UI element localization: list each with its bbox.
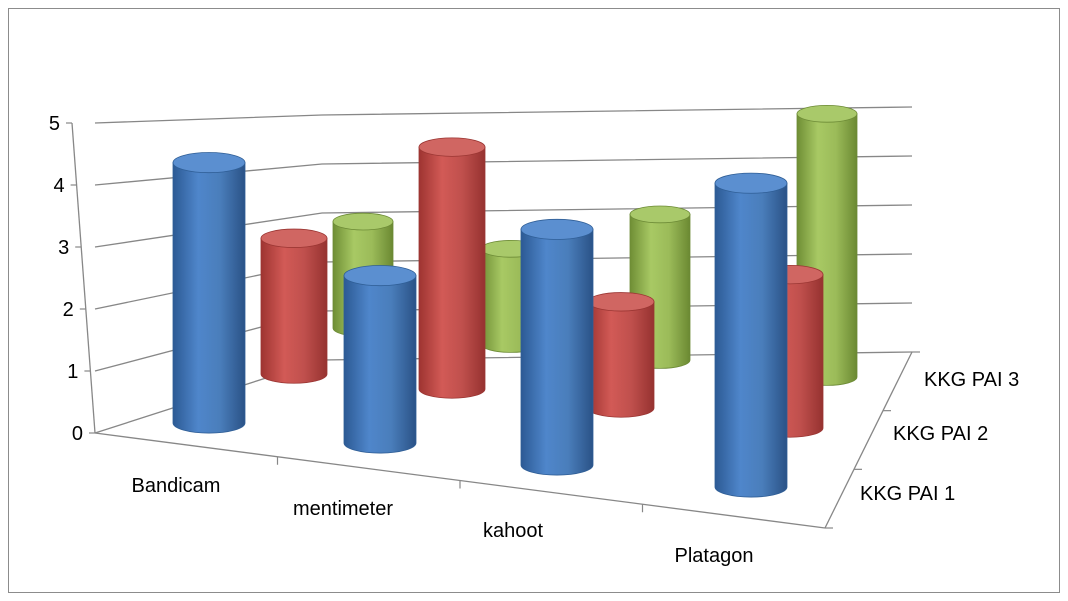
cylinder-body: [343, 275, 417, 454]
cylinder-bar: [172, 152, 246, 434]
cylinder-cap: [629, 205, 691, 224]
cylinder-bar: [260, 228, 328, 384]
y-tick-label: 4: [53, 175, 64, 197]
axis-labels: 0 1 2 3 4 5 Bandicam mentimeter kahoot Platagon KK…: [49, 113, 1019, 567]
cylinder-body: [520, 229, 594, 476]
cylinder-cap: [796, 105, 858, 123]
cylinder-cap: [587, 292, 655, 312]
category-label: mentimeter: [293, 498, 393, 520]
cylinder-bar: [343, 265, 417, 454]
bars: [172, 105, 858, 498]
cylinder-body: [172, 162, 246, 434]
cylinder-cap: [520, 218, 594, 240]
cylinder-body: [587, 301, 655, 418]
series-axis: [824, 351, 913, 529]
cylinder-bar: [587, 292, 655, 418]
y-tick-label: 1: [67, 361, 78, 383]
cylinder-body: [714, 182, 788, 498]
y-tick-label: 5: [49, 113, 60, 135]
series-label: KKG PAI 1: [860, 483, 955, 505]
category-label: kahoot: [483, 520, 543, 542]
category-label: Platagon: [675, 545, 754, 567]
gridline: [94, 155, 913, 186]
cylinder-cap: [418, 137, 486, 157]
cylinder-bar: [418, 137, 486, 399]
cylinder-body: [260, 237, 328, 384]
y-tick-label: 2: [63, 299, 74, 321]
y-tick-label: 3: [58, 237, 69, 259]
cylinder-cap: [714, 172, 788, 194]
cylinder-cap: [332, 212, 394, 231]
y-tick-label: 0: [72, 423, 83, 445]
series-label: KKG PAI 3: [924, 369, 1019, 391]
cylinder-bar: [520, 218, 594, 476]
value-axis: [71, 122, 96, 434]
category-label: Bandicam: [132, 475, 221, 497]
cylinder-bar: [714, 172, 788, 498]
cylinder-cap: [343, 265, 417, 287]
cylinder-cap: [172, 152, 246, 174]
cylinder-body: [418, 146, 486, 399]
cylinder-cap: [260, 228, 328, 248]
series-label: KKG PAI 2: [893, 423, 988, 445]
gridline: [94, 106, 913, 124]
